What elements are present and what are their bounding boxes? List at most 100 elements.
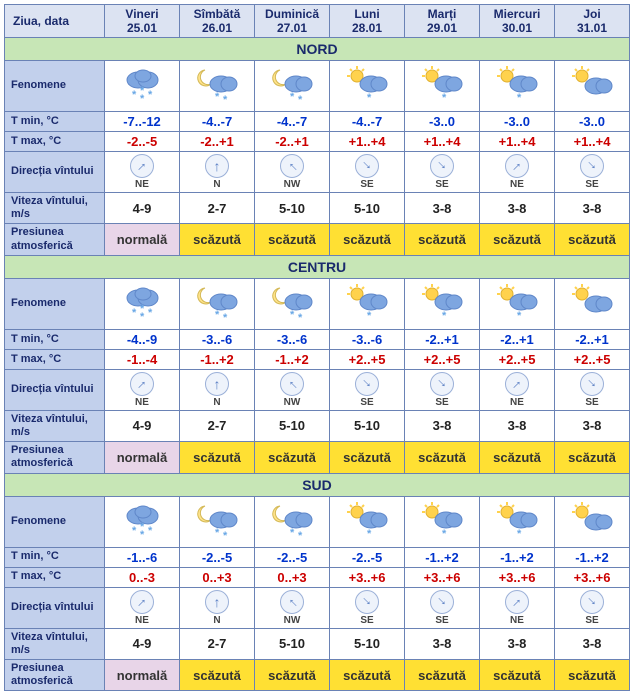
wind-speed: 5-10 [255, 193, 330, 224]
region-sud: SUD [5, 473, 630, 496]
label-tmin: T min, °C [5, 112, 105, 132]
label-tmin: T min, °C [5, 547, 105, 567]
pressure-value: scăzută [330, 659, 405, 690]
pressure-value: scăzută [405, 224, 480, 255]
wind-direction: ↑ N [180, 369, 255, 410]
tmin-value: -4..-7 [330, 112, 405, 132]
pressure-value: scăzută [255, 224, 330, 255]
pressure-value: scăzută [180, 442, 255, 473]
tmax-value: +3..+6 [555, 567, 630, 587]
wind-speed: 3-8 [555, 628, 630, 659]
phen-icon [555, 496, 630, 547]
tmax-value: -1..+2 [255, 349, 330, 369]
wind-speed: 3-8 [480, 628, 555, 659]
header-day-5: Miercuri30.01 [480, 5, 555, 38]
pressure-value: scăzută [555, 224, 630, 255]
tmax-value: -1..+2 [180, 349, 255, 369]
label-direction: Direcția vîntului [5, 152, 105, 193]
wind-direction: ↑ SE [405, 369, 480, 410]
wind-speed: 3-8 [405, 410, 480, 441]
wind-direction: ↑ SE [405, 587, 480, 628]
wind-speed: 2-7 [180, 628, 255, 659]
forecast-table: Ziua, dataVineri25.01Sîmbătă26.01Duminic… [4, 4, 630, 691]
svg-text:*: * [140, 521, 145, 533]
pressure-value: scăzută [480, 659, 555, 690]
phen-icon: ** [180, 278, 255, 329]
tmin-value: -3..0 [405, 112, 480, 132]
header-day-3: Luni28.01 [330, 5, 405, 38]
wind-speed: 4-9 [105, 410, 180, 441]
label-fenomene: Fenomene [5, 278, 105, 329]
label-fenomene: Fenomene [5, 61, 105, 112]
phen-icon: ** ** [105, 278, 180, 329]
phen-icon: * [480, 496, 555, 547]
tmin-value: -1..+2 [480, 547, 555, 567]
svg-text:*: * [290, 309, 295, 321]
phen-icon: ** ** [105, 61, 180, 112]
wind-speed: 3-8 [480, 410, 555, 441]
svg-text:*: * [148, 307, 153, 319]
wind-direction: ↑ SE [555, 152, 630, 193]
wind-speed: 5-10 [255, 410, 330, 441]
tmax-value: +1..+4 [480, 132, 555, 152]
phen-icon: ** [255, 61, 330, 112]
header-day-label: Ziua, data [5, 5, 105, 38]
tmax-value: 0..+3 [255, 567, 330, 587]
wind-direction: ↑ NE [480, 587, 555, 628]
phen-icon: * [405, 278, 480, 329]
wind-speed: 5-10 [330, 193, 405, 224]
pressure-value: scăzută [255, 659, 330, 690]
tmin-value: -2..+1 [555, 329, 630, 349]
wind-speed: 3-8 [405, 193, 480, 224]
svg-text:*: * [517, 92, 522, 104]
tmin-value: -4..-7 [180, 112, 255, 132]
wind-direction: ↑ N [180, 152, 255, 193]
tmin-value: -4..-7 [255, 112, 330, 132]
pressure-value: scăzută [180, 224, 255, 255]
tmax-value: -2..+1 [180, 132, 255, 152]
pressure-value: scăzută [180, 659, 255, 690]
pressure-value: normală [105, 224, 180, 255]
svg-text:*: * [290, 91, 295, 103]
svg-text:*: * [215, 91, 220, 103]
wind-speed: 5-10 [255, 628, 330, 659]
tmax-value: +2..+5 [405, 349, 480, 369]
wind-direction: ↑ SE [330, 587, 405, 628]
svg-text:*: * [298, 312, 303, 324]
svg-text:*: * [367, 310, 372, 322]
tmin-value: -1..+2 [555, 547, 630, 567]
label-pressure: Presiunea atmosferică [5, 659, 105, 690]
wind-speed: 4-9 [105, 193, 180, 224]
phen-icon: * [405, 496, 480, 547]
tmin-value: -3..-6 [255, 329, 330, 349]
tmin-value: -3..-6 [180, 329, 255, 349]
label-speed: Viteza vîntului, m/s [5, 410, 105, 441]
label-pressure: Presiunea atmosferică [5, 224, 105, 255]
tmin-value: -2..-5 [330, 547, 405, 567]
svg-text:*: * [367, 528, 372, 540]
pressure-value: scăzută [480, 224, 555, 255]
wind-speed: 3-8 [405, 628, 480, 659]
phen-icon: * [405, 61, 480, 112]
wind-direction: ↑ SE [405, 152, 480, 193]
wind-speed: 3-8 [480, 193, 555, 224]
wind-direction: ↑ NE [480, 152, 555, 193]
tmax-value: -1..-4 [105, 349, 180, 369]
wind-speed: 2-7 [180, 193, 255, 224]
tmin-value: -3..0 [480, 112, 555, 132]
tmin-value: -4..-9 [105, 329, 180, 349]
wind-direction: ↑ NW [255, 587, 330, 628]
tmax-value: +2..+5 [330, 349, 405, 369]
phen-icon: * [330, 496, 405, 547]
phen-icon: * [480, 61, 555, 112]
svg-text:*: * [367, 92, 372, 104]
svg-text:*: * [140, 85, 145, 97]
wind-direction: ↑ NE [105, 152, 180, 193]
phen-icon: ** [180, 61, 255, 112]
header-day-4: Marți29.01 [405, 5, 480, 38]
label-tmax: T max, °C [5, 349, 105, 369]
tmax-value: +3..+6 [330, 567, 405, 587]
wind-direction: ↑ N [180, 587, 255, 628]
tmin-value: -3..0 [555, 112, 630, 132]
phen-icon: * [330, 278, 405, 329]
